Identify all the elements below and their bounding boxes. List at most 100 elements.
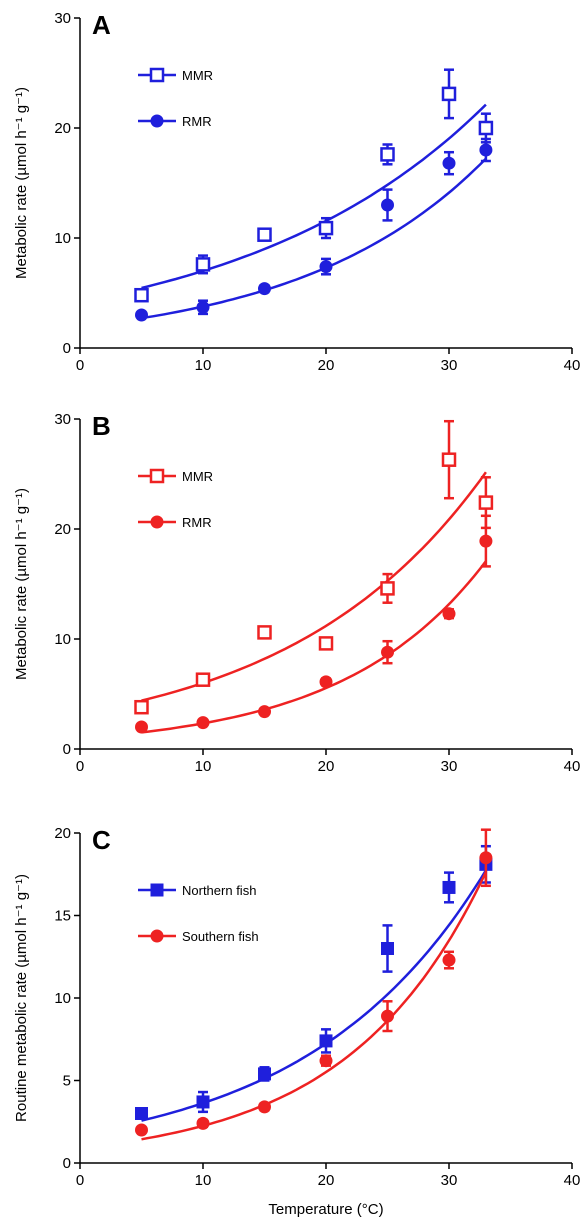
y-tick-label: 20 (54, 521, 71, 538)
y-tick-label: 0 (63, 741, 71, 758)
y-tick-label: 10 (54, 230, 71, 247)
data-point (196, 716, 210, 730)
legend-label: RMR (182, 114, 212, 129)
data-point (479, 851, 493, 865)
data-point (319, 1034, 333, 1048)
y-tick-label: 30 (54, 10, 71, 27)
data-point (441, 452, 457, 467)
data-point (441, 86, 457, 102)
data-point (319, 1054, 333, 1068)
data-point (134, 699, 149, 715)
x-axis-title: Temperature (°C) (268, 1201, 383, 1218)
legend-marker (149, 468, 165, 484)
data-point (196, 300, 210, 314)
legend-item: Northern fish (138, 883, 256, 898)
series-rmr: RMR (135, 514, 493, 734)
data-point (381, 1009, 394, 1023)
data-point (442, 607, 456, 621)
data-point (258, 1067, 271, 1081)
x-tick-label: 0 (76, 1172, 84, 1189)
panel-c: 0 10 20 30 40 0 5 10 15 20 Routine metabolic rate … (13, 825, 580, 1189)
legend-label: MMR (182, 68, 213, 83)
data-point (381, 942, 394, 955)
data-point (318, 220, 334, 236)
data-point (319, 260, 333, 274)
panel-letter: B (92, 411, 111, 441)
data-point (319, 675, 333, 689)
fit-curve (141, 471, 487, 702)
y-tick-label: 20 (54, 825, 71, 842)
data-point (135, 308, 148, 322)
series-rmr: RMR (135, 114, 493, 322)
data-point (257, 625, 272, 640)
series-mmr: MMR (134, 67, 494, 303)
data-point (478, 495, 494, 510)
fit-curve (141, 103, 487, 290)
legend-label: RMR (182, 515, 212, 530)
series-mmr: MMR (134, 419, 494, 715)
y-tick-label: 10 (54, 990, 71, 1007)
y-tick-label: 10 (54, 631, 71, 648)
x-tick-label: 40 (564, 1172, 581, 1189)
y-tick-label: 20 (54, 120, 71, 137)
fit-curve (141, 157, 487, 320)
data-point (318, 636, 334, 651)
x-tick-label: 10 (195, 758, 212, 775)
legend-item: RMR (138, 114, 212, 129)
data-point (442, 880, 456, 894)
data-point (381, 645, 394, 659)
series-southern-fish: Southern fish (135, 828, 493, 1141)
data-point (135, 1123, 148, 1137)
data-point (195, 672, 211, 687)
y-tick-label: 30 (54, 411, 71, 428)
x-tick-label: 20 (318, 1172, 335, 1189)
legend-marker (150, 883, 164, 897)
legend-marker (150, 114, 164, 128)
data-point (258, 705, 271, 719)
panel-a: 0 10 20 30 40 0 10 20 30 Metabolic rate (µmol h⁻¹… (13, 10, 580, 374)
data-point (134, 287, 149, 303)
x-tick-label: 30 (441, 758, 458, 775)
data-point (442, 953, 456, 967)
data-point (196, 1116, 210, 1130)
y-axis-title: Metabolic rate (µmol h⁻¹ g⁻¹) (13, 488, 30, 680)
x-tick-label: 30 (441, 357, 458, 374)
data-point (135, 1107, 148, 1120)
data-point (258, 282, 271, 296)
data-point (196, 1095, 210, 1109)
x-tick-label: 10 (195, 1172, 212, 1189)
legend-label: Northern fish (182, 883, 256, 898)
x-tick-label: 20 (318, 758, 335, 775)
y-tick-label: 5 (63, 1073, 71, 1090)
legend-item: MMR (138, 67, 213, 83)
legend-item: RMR (138, 515, 212, 530)
fit-curve (141, 871, 488, 1141)
x-tick-label: 20 (318, 357, 335, 374)
data-point (135, 720, 148, 734)
fit-curve (141, 560, 487, 734)
y-tick-label: 0 (63, 340, 71, 357)
data-point (479, 534, 493, 548)
legend-item: MMR (138, 468, 213, 484)
data-point (258, 1100, 271, 1114)
legend-marker (150, 929, 164, 943)
y-axis-title: Routine metabolic rate (µmol h⁻¹ g⁻¹) (13, 874, 30, 1122)
data-point (380, 147, 395, 162)
data-point (479, 143, 493, 157)
y-tick-label: 0 (63, 1155, 71, 1172)
data-point (442, 156, 456, 170)
legend-marker (149, 67, 165, 83)
series-northern-fish: Northern fish (135, 844, 493, 1122)
data-point (257, 227, 272, 242)
x-tick-label: 40 (564, 758, 581, 775)
panel-b: 0 10 20 30 40 0 10 20 30 Metabolic rate (µmol h⁻¹… (13, 411, 580, 775)
x-tick-label: 0 (76, 758, 84, 775)
data-point (380, 581, 395, 596)
fit-curve (141, 869, 487, 1122)
legend-marker (150, 515, 164, 529)
x-tick-label: 0 (76, 357, 84, 374)
panel-letter: C (92, 825, 111, 855)
y-axis-title: Metabolic rate (µmol h⁻¹ g⁻¹) (13, 87, 30, 279)
panel-letter: A (92, 10, 111, 40)
